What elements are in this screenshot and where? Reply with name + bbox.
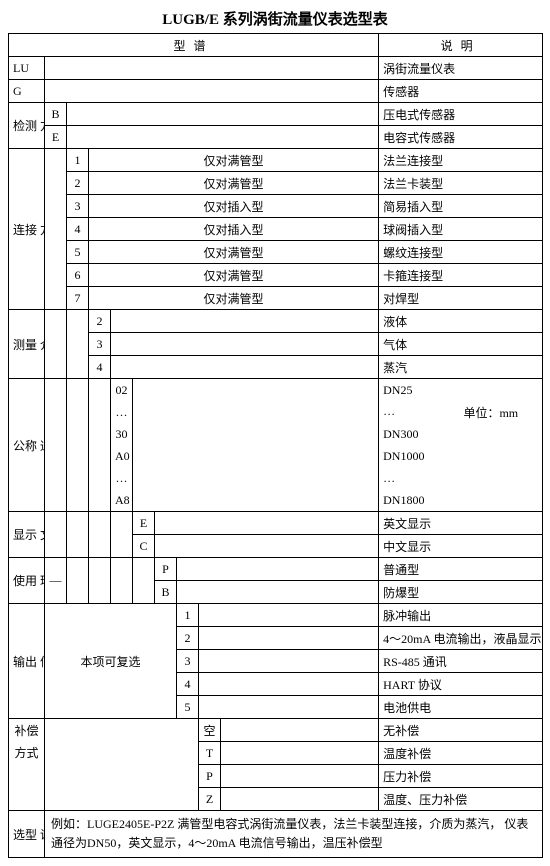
hdr-desc: 说明 (379, 34, 543, 57)
label-comp1: 补偿 (9, 719, 45, 742)
env-dash: — (45, 558, 67, 604)
label-medium: 测量 介质 (9, 310, 45, 379)
out-note: 本项可复选 (45, 604, 177, 719)
code-lu: LU (9, 57, 45, 80)
label-example: 选型 说明 (9, 811, 45, 858)
desc-lu: 涡街流量仪表 (379, 57, 543, 80)
code-detect-e: E (45, 126, 67, 149)
example-text: 例如：LUGE2405E-P2Z 满管型电容式涡街流量仪表，法兰卡装型连接，介质… (45, 811, 543, 858)
code-g: G (9, 80, 45, 103)
desc-g: 传感器 (379, 80, 543, 103)
selection-table: 型谱 说明 LU涡街流量仪表 G传感器 检测 方式B压电式传感器 E电容式传感器… (8, 33, 543, 858)
header-row: 型谱 说明 (9, 34, 543, 57)
hdr-model: 型谱 (9, 34, 379, 57)
label-detect: 检测 方式 (9, 103, 45, 149)
label-out: 输出 信号 (9, 604, 45, 719)
label-env: 使用 环境 (9, 558, 45, 604)
label-dn: 公称 通径 (9, 379, 45, 512)
dn-unit: 单位：mm (463, 404, 518, 421)
label-conn: 连接 方式 (9, 149, 45, 310)
table-title: LUGB/E 系列涡街流量仪表选型表 (8, 8, 542, 29)
code-detect-b: B (45, 103, 67, 126)
label-comp2: 方式 (9, 742, 45, 811)
label-disp: 显示 文字 (9, 512, 45, 558)
